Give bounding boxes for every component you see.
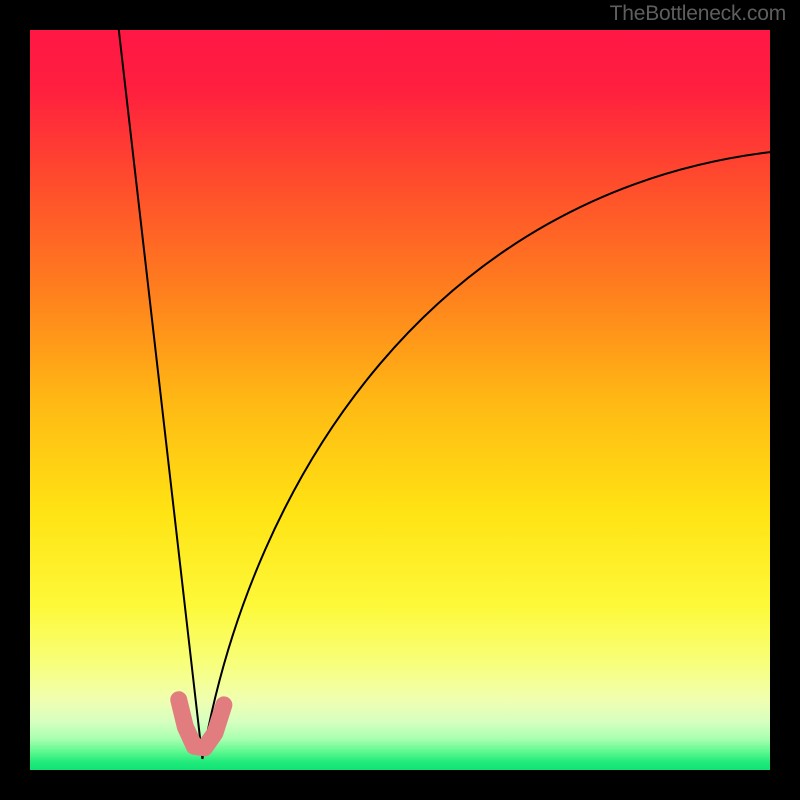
watermark-label: TheBottleneck.com	[610, 2, 786, 26]
chart-frame: TheBottleneck.com	[0, 0, 800, 800]
bottleneck-chart	[0, 0, 800, 800]
plot-gradient-background	[30, 30, 770, 770]
